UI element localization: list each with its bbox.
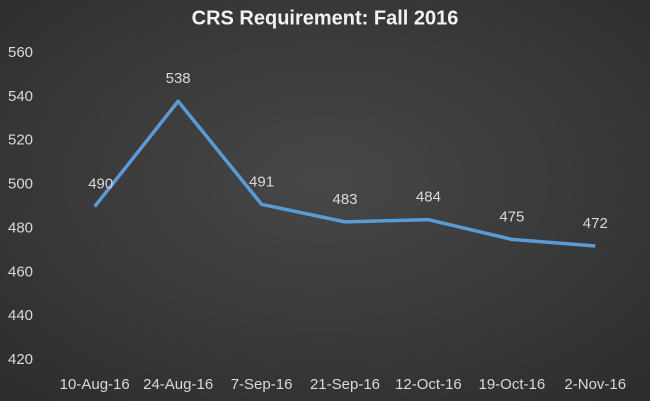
y-tick-label: 560 (8, 44, 33, 61)
x-tick-label: 21-Sep-16 (310, 376, 380, 393)
y-tick-label: 540 (8, 88, 33, 105)
data-label: 475 (499, 208, 524, 225)
y-tick-label: 480 (8, 219, 33, 236)
x-tick-label: 24-Aug-16 (143, 376, 213, 393)
y-tick-label: 420 (8, 351, 33, 368)
data-label: 472 (583, 215, 608, 232)
data-label: 538 (166, 70, 191, 87)
x-tick-label: 19-Oct-16 (479, 376, 546, 393)
x-tick-label: 10-Aug-16 (60, 376, 130, 393)
data-label: 490 (88, 175, 113, 192)
x-tick-label: 2-Nov-16 (564, 376, 626, 393)
x-tick-label: 7-Sep-16 (231, 376, 293, 393)
x-tick-label: 12-Oct-16 (395, 376, 462, 393)
y-tick-label: 520 (8, 132, 33, 149)
data-label: 484 (416, 189, 441, 206)
data-label: 491 (249, 173, 274, 190)
y-tick-label: 440 (8, 307, 33, 324)
chart-title: CRS Requirement: Fall 2016 (192, 7, 459, 29)
data-label: 483 (332, 191, 357, 208)
y-tick-label: 500 (8, 176, 33, 193)
data-line (93, 99, 596, 248)
y-tick-label: 460 (8, 263, 33, 280)
